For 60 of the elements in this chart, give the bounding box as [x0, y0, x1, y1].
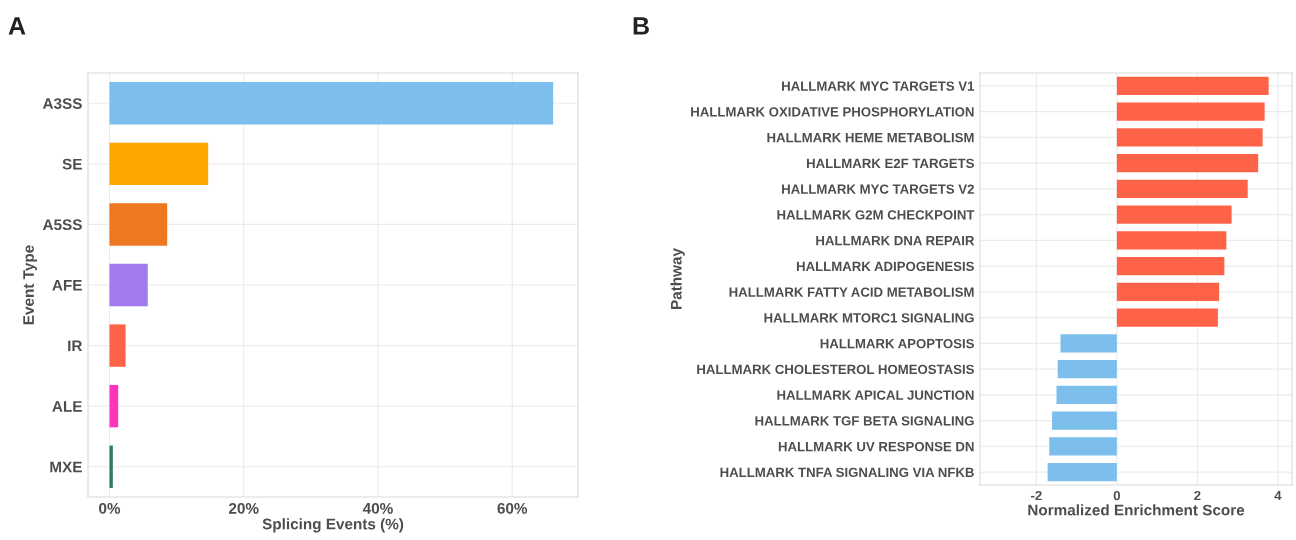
bar	[109, 82, 554, 125]
y-tick-label: MXE	[50, 461, 82, 473]
bar	[1116, 231, 1227, 250]
y-tick-label: HALLMARK G2M CHECKPOINT	[777, 210, 975, 220]
bar	[1116, 154, 1259, 173]
y-axis-title: Pathway	[670, 248, 685, 309]
y-tick-label: HALLMARK DNA REPAIR	[816, 236, 975, 246]
y-tick-label: IR	[68, 340, 83, 352]
chart-title: A	[8, 17, 26, 35]
bar	[109, 203, 168, 246]
bar	[109, 384, 119, 428]
y-tick-label: SE	[62, 158, 82, 170]
y-tick-label: HALLMARK E2F TARGETS	[806, 158, 974, 169]
y-tick-label: HALLMARK MYC TARGETS V1	[782, 81, 975, 91]
x-tick-label: 2	[1194, 490, 1201, 501]
x-tick-label: 20%	[228, 502, 259, 514]
x-tick-label: 0	[1113, 490, 1121, 501]
bar	[1116, 308, 1218, 327]
bar	[1116, 76, 1269, 95]
y-tick-label: HALLMARK TNFA SIGNALING VIA NFKB	[720, 467, 974, 478]
y-tick-label: HALLMARK APOPTOSIS	[820, 338, 974, 349]
bar	[109, 445, 113, 488]
y-tick-label: A3SS	[42, 98, 82, 109]
x-tick-label: 40%	[362, 502, 393, 514]
bar	[1060, 334, 1117, 353]
y-tick-label: HALLMARK APICAL JUNCTION	[777, 390, 974, 400]
bar	[1116, 179, 1248, 198]
bar	[109, 142, 209, 186]
x-tick-label: 0%	[99, 502, 121, 514]
bar	[1052, 411, 1117, 430]
bar	[1116, 205, 1232, 224]
y-tick-label: ALE	[52, 401, 82, 412]
bar	[1116, 128, 1263, 147]
bar	[1047, 463, 1117, 482]
y-tick-label: HALLMARK MTORC1 SIGNALING	[764, 313, 974, 323]
y-tick-label: HALLMARK FATTY ACID METABOLISM	[729, 287, 974, 297]
bar	[1057, 360, 1117, 379]
bar	[1116, 257, 1225, 276]
y-tick-label: HALLMARK TGF BETA SIGNALING	[755, 416, 974, 426]
x-axis-title: Normalized Enrichment Score	[1028, 504, 1245, 516]
y-tick-label: HALLMARK OXIDATIVE PHOSPHORYLATION	[691, 107, 974, 117]
y-axis-title: Event Type	[23, 245, 37, 325]
bar	[109, 324, 126, 367]
text: B	[633, 17, 649, 35]
y-tick-label: HALLMARK MYC TARGETS V2	[782, 184, 974, 194]
y-tick-label: AFE	[52, 280, 82, 291]
y-tick-label: HALLMARK UV RESPONSE DN	[778, 441, 974, 452]
bar	[1116, 282, 1220, 301]
x-tick-label: 60%	[497, 502, 528, 514]
y-tick-label: A5SS	[42, 219, 82, 231]
bar	[1056, 385, 1117, 404]
x-tick-label: 4	[1274, 491, 1282, 501]
bar	[1049, 437, 1117, 456]
y-tick-label: HALLMARK ADIPOGENESIS	[796, 261, 974, 272]
y-tick-label: HALLMARK HEME METABOLISM	[767, 132, 974, 143]
bar	[109, 263, 148, 307]
x-tick-label: -2	[1031, 490, 1042, 501]
x-axis-title: Splicing Events (%)	[262, 518, 404, 533]
y-tick-label: HALLMARK CHOLESTEROL HOMEOSTASIS	[697, 364, 974, 375]
bar	[1116, 102, 1265, 121]
